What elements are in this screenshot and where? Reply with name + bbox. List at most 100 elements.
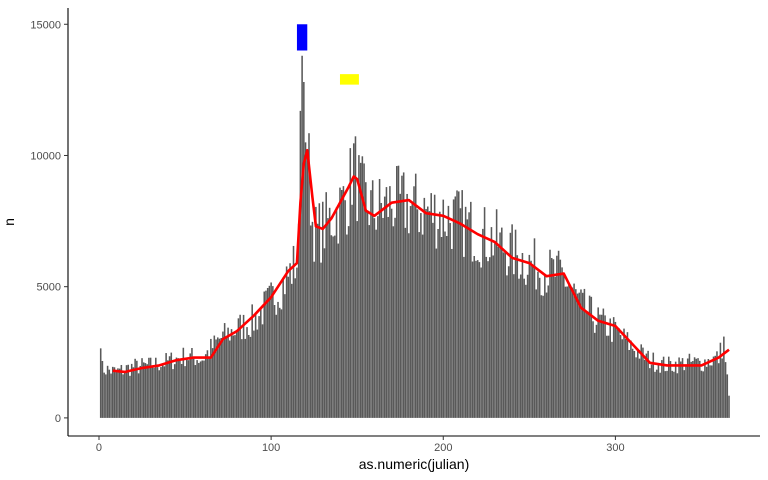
bar: [669, 361, 672, 418]
bar: [719, 342, 722, 418]
bar: [215, 339, 217, 418]
smooth-line: [112, 148, 730, 374]
bar: [108, 369, 111, 418]
bar: [640, 344, 642, 418]
bar: [296, 267, 298, 418]
bar: [545, 292, 548, 418]
bar: [607, 335, 610, 418]
bar: [208, 357, 210, 418]
bar: [635, 357, 637, 418]
bar: [106, 365, 109, 418]
bar: [440, 236, 443, 418]
y-tick-label: 10000: [30, 150, 61, 162]
bar: [509, 232, 512, 418]
bar: [110, 373, 112, 418]
bar: [268, 285, 271, 418]
bar: [316, 223, 319, 418]
bar: [588, 295, 591, 418]
bar: [335, 207, 338, 418]
y-axis-ticks: 0 5000 10000 15000: [30, 19, 68, 425]
bar: [251, 304, 253, 418]
bar: [707, 359, 710, 418]
bar: [160, 367, 162, 418]
bar: [690, 361, 692, 418]
bar: [413, 186, 415, 418]
bar: [475, 260, 477, 418]
bar: [587, 311, 589, 418]
bar: [612, 317, 615, 418]
bar: [327, 218, 329, 418]
bar: [387, 216, 389, 418]
bar: [716, 351, 718, 418]
bar: [396, 166, 398, 418]
bar: [452, 199, 455, 418]
bar: [394, 217, 396, 418]
bar: [516, 255, 519, 418]
bar: [573, 283, 575, 418]
bar: [427, 206, 429, 418]
bar: [136, 360, 138, 418]
bar: [533, 238, 536, 418]
bar: [626, 332, 629, 418]
bar: [602, 308, 605, 418]
bar: [550, 257, 553, 418]
bar: [375, 229, 377, 418]
bar: [697, 358, 699, 418]
bar: [266, 287, 269, 418]
bar: [532, 265, 534, 418]
bar: [349, 148, 352, 418]
bar: [581, 292, 584, 418]
bar: [590, 296, 593, 418]
bar: [566, 286, 568, 418]
bar: [678, 357, 680, 418]
bar: [456, 190, 458, 418]
bar: [554, 276, 556, 418]
bar: [105, 374, 107, 418]
bar: [506, 275, 508, 418]
bar: [383, 196, 386, 418]
bar: [518, 278, 520, 418]
bar: [165, 353, 167, 418]
bar: [671, 370, 673, 418]
bar: [571, 287, 574, 418]
bar: [401, 175, 403, 418]
bar: [492, 255, 494, 418]
bar: [585, 312, 587, 418]
bar: [270, 282, 272, 418]
bar: [365, 182, 367, 418]
bar: [306, 155, 309, 418]
bar: [717, 363, 720, 418]
bar: [377, 216, 379, 418]
bar: [334, 235, 336, 418]
bar: [182, 347, 185, 418]
bar: [315, 206, 317, 418]
bar: [246, 327, 248, 418]
bar: [155, 357, 157, 418]
bar: [213, 335, 216, 418]
bar: [291, 283, 293, 418]
bar: [662, 356, 665, 418]
bar: [614, 321, 617, 418]
bar: [249, 336, 252, 418]
bar: [597, 307, 599, 418]
bar: [686, 358, 689, 418]
bar: [313, 261, 315, 418]
y-axis-title: n: [1, 218, 17, 226]
bar: [592, 321, 594, 418]
bar: [645, 353, 648, 418]
bar: [447, 205, 450, 418]
annotation-layer: [296, 24, 359, 85]
bar: [332, 236, 334, 418]
bar: [414, 173, 417, 418]
bar: [674, 361, 677, 418]
bar: [168, 356, 171, 418]
bar: [318, 203, 321, 418]
bar: [470, 201, 472, 418]
bar: [466, 219, 469, 418]
bar: [624, 338, 627, 418]
bar: [593, 332, 596, 418]
bar: [432, 222, 434, 418]
bar: [449, 223, 451, 418]
bar: [661, 360, 663, 418]
